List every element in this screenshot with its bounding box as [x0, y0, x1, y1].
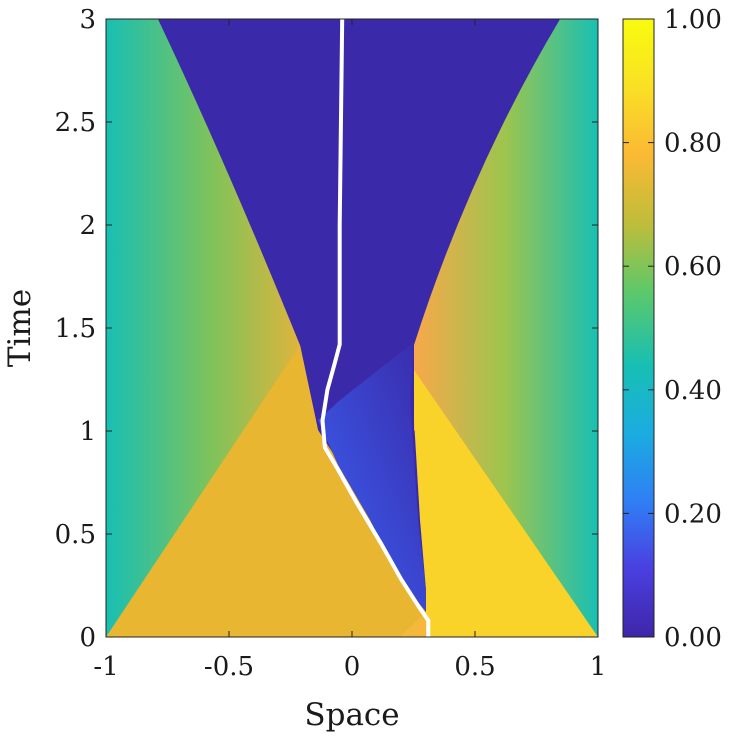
vacuum-region	[158, 19, 560, 420]
x-tick-label: -0.5	[204, 652, 254, 682]
y-axis-title: Time	[2, 289, 38, 367]
y-tick-label: 1.5	[55, 314, 96, 344]
x-tick-label: 0	[344, 652, 361, 682]
colorbar	[622, 18, 655, 638]
left-fan-region	[106, 19, 318, 637]
heatmap-field	[106, 19, 598, 637]
y-tick-label: 3	[79, 5, 96, 35]
y-tick-label: 2.5	[55, 108, 96, 138]
colorbar-tick-label: 0.40	[664, 376, 722, 406]
y-tick-label: 0.5	[55, 520, 96, 550]
x-axis-title: Space	[304, 697, 399, 733]
colorbar-tick-label: 0.80	[664, 129, 722, 159]
colorbar-tick-label: 0.20	[664, 499, 722, 529]
interface-curve	[320, 19, 431, 637]
x-tick-label: -1	[93, 652, 118, 682]
x-tick-label: 1	[590, 652, 607, 682]
right-fan-region	[414, 19, 598, 637]
x-axis-ticks: -1 -0.5 0 0.5 1	[93, 19, 606, 682]
y-tick-label: 2	[79, 211, 96, 241]
y-tick-label: 0	[79, 623, 96, 653]
right-plateau-region	[414, 370, 598, 637]
y-tick-label: 1	[79, 417, 96, 447]
middle-region	[318, 340, 426, 612]
colorbar-tick-label: 1.00	[664, 5, 722, 35]
left-plateau-region	[106, 345, 426, 637]
bottom-sliver	[400, 612, 426, 637]
colorbar-tick-label: 0.00	[664, 623, 722, 653]
colorbar-ticks: 0.00 0.20 0.40 0.60 0.80 1.00	[623, 5, 722, 653]
x-tick-label: 0.5	[454, 652, 495, 682]
colorbar-tick-label: 0.60	[664, 252, 722, 282]
y-axis-ticks: 0 0.5 1 1.5 2 2.5 3	[55, 5, 598, 653]
